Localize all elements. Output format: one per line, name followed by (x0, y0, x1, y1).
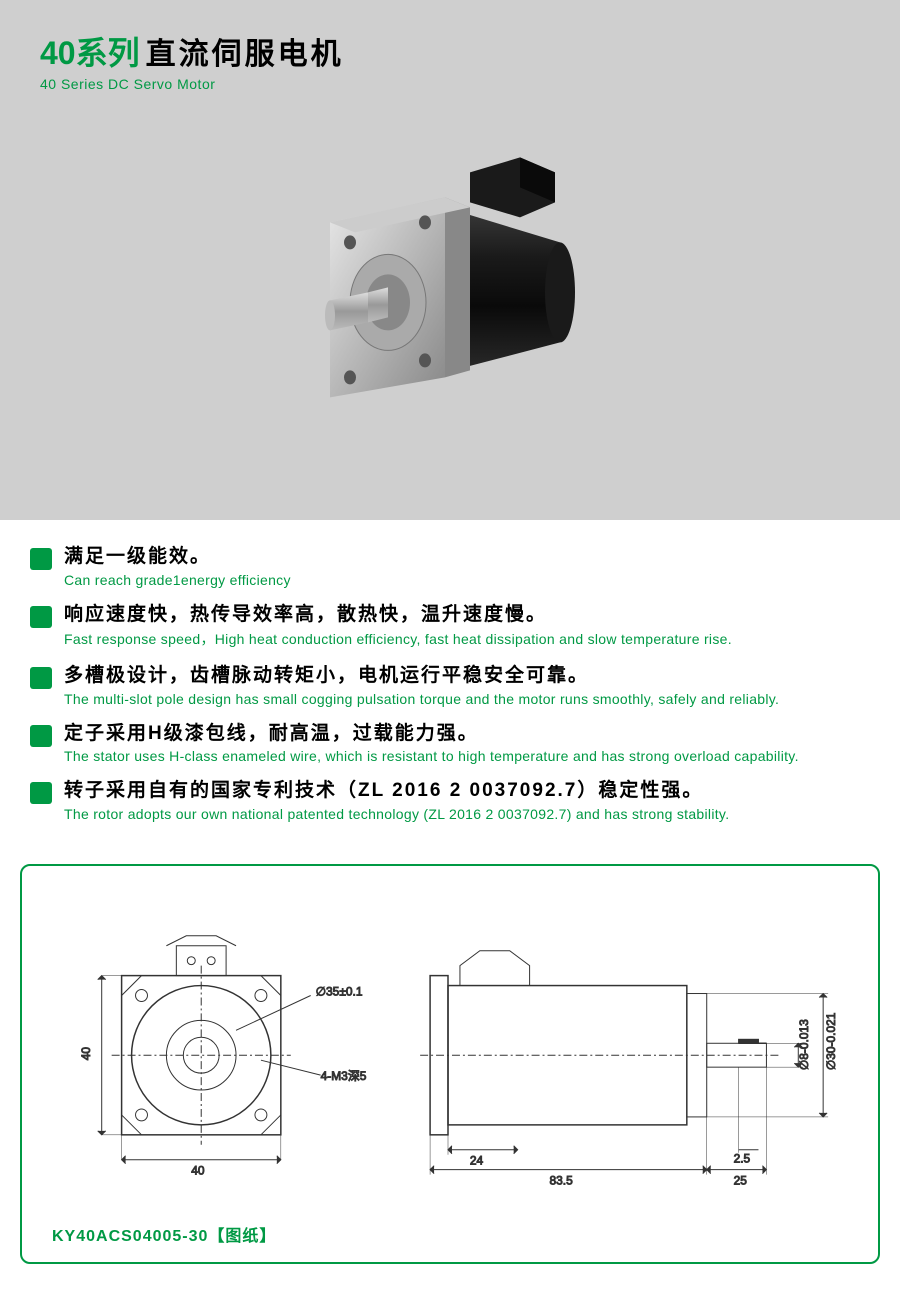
drawing-label: KY40ACS04005-30【图纸】 (52, 1222, 276, 1246)
dim-24: 24 (470, 1154, 484, 1168)
feature-text: 转子采用自有的国家专利技术（ZL 2016 2 0037092.7）稳定性强。 … (64, 778, 870, 822)
dim-shaft-dia: ∅8-0.013 (797, 1019, 811, 1070)
title-row: 40系列 直流伺服电机 (40, 28, 860, 74)
dim-25: 25 (734, 1174, 748, 1188)
feature-item: 定子采用H级漆包线，耐高温，过载能力强。 The stator uses H-c… (30, 721, 870, 765)
feature-cn: 满足一级能效。 (64, 544, 870, 571)
dim-outer-dia: ∅30-0.021 (824, 1012, 838, 1070)
bullet-icon (30, 667, 52, 689)
technical-drawing: 40 40 ∅35±0.1 4-M3深5 (42, 896, 858, 1195)
bullet-icon (30, 548, 52, 570)
feature-en: The rotor adopts our own national patent… (64, 806, 870, 822)
dim-width: 40 (191, 1164, 205, 1178)
bullet-icon (30, 606, 52, 628)
feature-text: 响应速度快，热传导效率高，散热快，温升速度慢。 Fast response sp… (64, 602, 870, 650)
feature-item: 响应速度快，热传导效率高，散热快，温升速度慢。 Fast response sp… (30, 602, 870, 650)
dim-dia35: ∅35±0.1 (316, 984, 363, 998)
feature-item: 转子采用自有的国家专利技术（ZL 2016 2 0037092.7）稳定性强。 … (30, 778, 870, 822)
dim-holes: 4-M3深5 (321, 1069, 367, 1083)
feature-cn: 定子采用H级漆包线，耐高温，过载能力强。 (64, 721, 870, 748)
bullet-icon (30, 782, 52, 804)
feature-en: The multi-slot pole design has small cog… (64, 691, 870, 707)
title-cn: 直流伺服电机 (146, 29, 344, 73)
feature-text: 多槽极设计，齿槽脉动转矩小，电机运行平稳安全可靠。 The multi-slot… (64, 663, 870, 707)
feature-item: 满足一级能效。 Can reach grade1energy efficienc… (30, 544, 870, 588)
features-list: 满足一级能效。 Can reach grade1energy efficienc… (0, 520, 900, 856)
dim-835: 83.5 (550, 1174, 574, 1188)
dim-height: 40 (79, 1047, 93, 1061)
feature-cn: 转子采用自有的国家专利技术（ZL 2016 2 0037092.7）稳定性强。 (64, 778, 870, 805)
feature-item: 多槽极设计，齿槽脉动转矩小，电机运行平稳安全可靠。 The multi-slot… (30, 663, 870, 707)
series-label: 40系列 (40, 28, 140, 74)
dim-25key: 2.5 (734, 1152, 751, 1166)
hero-section: 40系列 直流伺服电机 40 Series DC Servo Motor (0, 0, 900, 520)
feature-cn: 多槽极设计，齿槽脉动转矩小，电机运行平稳安全可靠。 (64, 663, 870, 690)
feature-en: Can reach grade1energy efficiency (64, 572, 870, 588)
feature-cn: 响应速度快，热传导效率高，散热快，温升速度慢。 (64, 602, 870, 629)
feature-en: The stator uses H-class enameled wire, w… (64, 748, 870, 764)
technical-drawing-box: 40 40 ∅35±0.1 4-M3深5 (20, 864, 880, 1264)
feature-en: Fast response speed，High heat conduction… (64, 629, 870, 649)
feature-text: 满足一级能效。 Can reach grade1energy efficienc… (64, 544, 870, 588)
feature-text: 定子采用H级漆包线，耐高温，过载能力强。 The stator uses H-c… (64, 721, 870, 765)
bullet-icon (30, 725, 52, 747)
motor-illustration (270, 142, 630, 422)
title-en: 40 Series DC Servo Motor (40, 76, 860, 92)
